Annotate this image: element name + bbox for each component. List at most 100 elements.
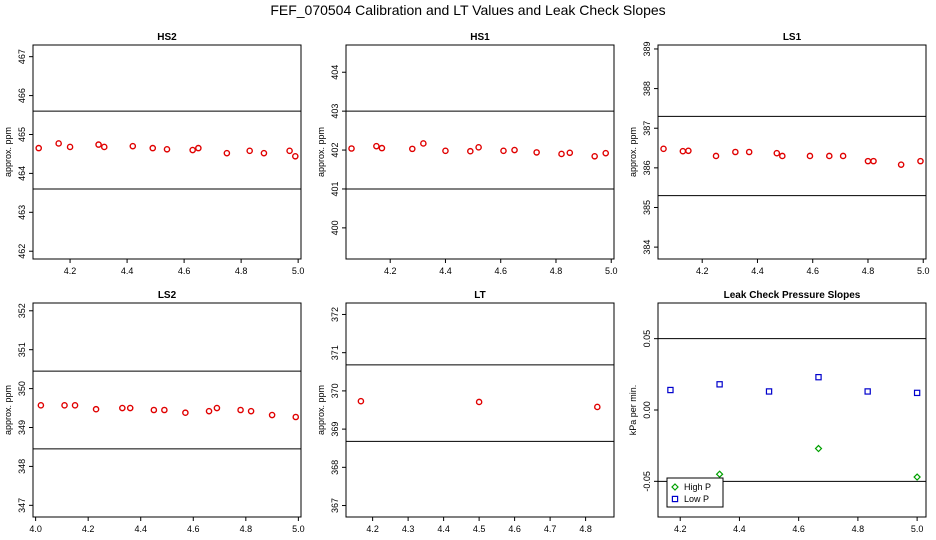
x-tick-label: 4.2 (366, 524, 379, 534)
data-point (119, 404, 126, 412)
y-axis-label: approx. ppm (628, 127, 638, 177)
data-point (260, 149, 268, 157)
data-point (712, 152, 720, 160)
plot-frame (32, 44, 302, 260)
x-tick-label: 4.6 (792, 524, 805, 534)
y-tick-label: 400 (330, 220, 340, 235)
legend: High P Low P (666, 477, 724, 508)
data-point (716, 381, 723, 388)
data-point (92, 405, 100, 413)
data-point (475, 398, 483, 406)
data-point (150, 406, 158, 414)
chart-title: HS2 (157, 32, 177, 43)
data-point (223, 149, 231, 157)
y-tick-label: 350 (17, 381, 27, 396)
x-tick-label: 4.6 (494, 266, 507, 276)
y-tick-label: 369 (330, 422, 340, 437)
data-series (667, 373, 921, 397)
y-tick-label: 0.05 (642, 330, 652, 348)
y-tick-label: 386 (642, 160, 652, 175)
data-point (685, 147, 692, 155)
data-point (291, 152, 299, 160)
data-point (61, 402, 68, 409)
data-point (825, 152, 833, 160)
y-tick-label: 348 (17, 459, 27, 474)
data-point (348, 145, 355, 152)
data-point (149, 144, 157, 152)
data-point (864, 157, 872, 165)
x-tick-label: 4.0 (29, 524, 42, 534)
data-point (806, 152, 814, 160)
y-tick-label: 372 (330, 307, 340, 322)
y-axis-label: approx. ppm (3, 385, 13, 435)
data-point (765, 388, 773, 395)
data-series (37, 402, 300, 421)
data-point (189, 146, 196, 154)
data-point (814, 444, 823, 453)
x-tick-label: 4.4 (733, 524, 746, 534)
data-point (511, 146, 518, 154)
data-point (35, 144, 43, 152)
data-point (591, 152, 598, 160)
data-point (897, 161, 905, 168)
data-point (420, 140, 427, 147)
data-point (71, 402, 79, 409)
legend-label: High P (684, 482, 711, 492)
chart-panel: LS1 4.2 4.4 4.6 4.8 5.0 384 385 386 387 388 389 appr… (628, 32, 929, 276)
y-tick-label: 389 (642, 41, 652, 56)
data-point (558, 150, 565, 158)
x-tick-label: 4.6 (187, 524, 200, 534)
plot-frame (32, 302, 302, 518)
x-tick-label: 5.0 (292, 524, 305, 534)
x-tick-label: 5.0 (605, 266, 618, 276)
x-tick-label: 5.0 (911, 524, 924, 534)
data-point (378, 144, 386, 152)
x-tick-label: 4.8 (852, 524, 865, 534)
x-tick-label: 4.4 (751, 266, 764, 276)
x-tick-label: 4.3 (402, 524, 415, 534)
data-point (745, 148, 753, 156)
data-point (161, 406, 168, 414)
x-tick-label: 4.8 (235, 266, 248, 276)
chart-title: LT (474, 290, 485, 301)
plot-frame (345, 302, 615, 518)
data-point (913, 473, 921, 481)
data-point (671, 483, 679, 491)
figure-title: FEF_070504 Calibration and LT Values and… (270, 2, 666, 18)
y-axis-label: approx. ppm (316, 127, 326, 177)
data-point (357, 397, 365, 405)
chart-panel: HS2 4.2 4.4 4.6 4.8 5.0 462 463 464 465 466 467 appr… (3, 32, 304, 276)
x-tick-label: 4.6 (806, 266, 819, 276)
chart-panel: LT 4.2 4.3 4.4 4.5 4.6 4.7 4.8 367 368 369 370 371 37… (316, 290, 615, 534)
data-point (409, 145, 416, 153)
data-point (126, 404, 134, 412)
y-tick-label: 349 (17, 420, 27, 435)
x-tick-label: 4.8 (240, 524, 253, 534)
chart-panel: Leak Check Pressure Slopes 4.2 4.4 4.6 4.8 5.… (628, 290, 927, 534)
y-tick-label: 0.00 (642, 401, 652, 419)
data-point (163, 145, 171, 153)
y-tick-label: 467 (17, 49, 27, 64)
data-point (602, 149, 610, 157)
data-point (715, 470, 724, 479)
plot-frame (345, 44, 615, 260)
chart-title: LS2 (158, 290, 177, 301)
y-tick-label: 402 (330, 143, 340, 158)
data-point (667, 386, 674, 394)
x-tick-label: 4.4 (134, 524, 147, 534)
data-point (182, 409, 189, 417)
chart-panel: HS1 4.2 4.4 4.6 4.8 5.0 400 401 402 403 404 approx.… (316, 32, 617, 276)
data-point (442, 147, 449, 155)
y-tick-label: 404 (330, 65, 340, 80)
data-series (357, 397, 601, 411)
data-point (864, 388, 871, 395)
x-tick-label: 4.4 (121, 266, 134, 276)
x-tick-label: 4.6 (178, 266, 191, 276)
data-series (715, 444, 921, 481)
y-tick-label: 387 (642, 121, 652, 136)
y-tick-label: 352 (17, 303, 27, 318)
y-tick-label: 465 (17, 127, 27, 142)
data-point (55, 140, 62, 147)
chart-panel: LS2 4.0 4.2 4.4 4.6 4.8 5.0 347 348 349 350 351 352 a… (3, 290, 305, 534)
x-tick-label: 4.7 (544, 524, 557, 534)
